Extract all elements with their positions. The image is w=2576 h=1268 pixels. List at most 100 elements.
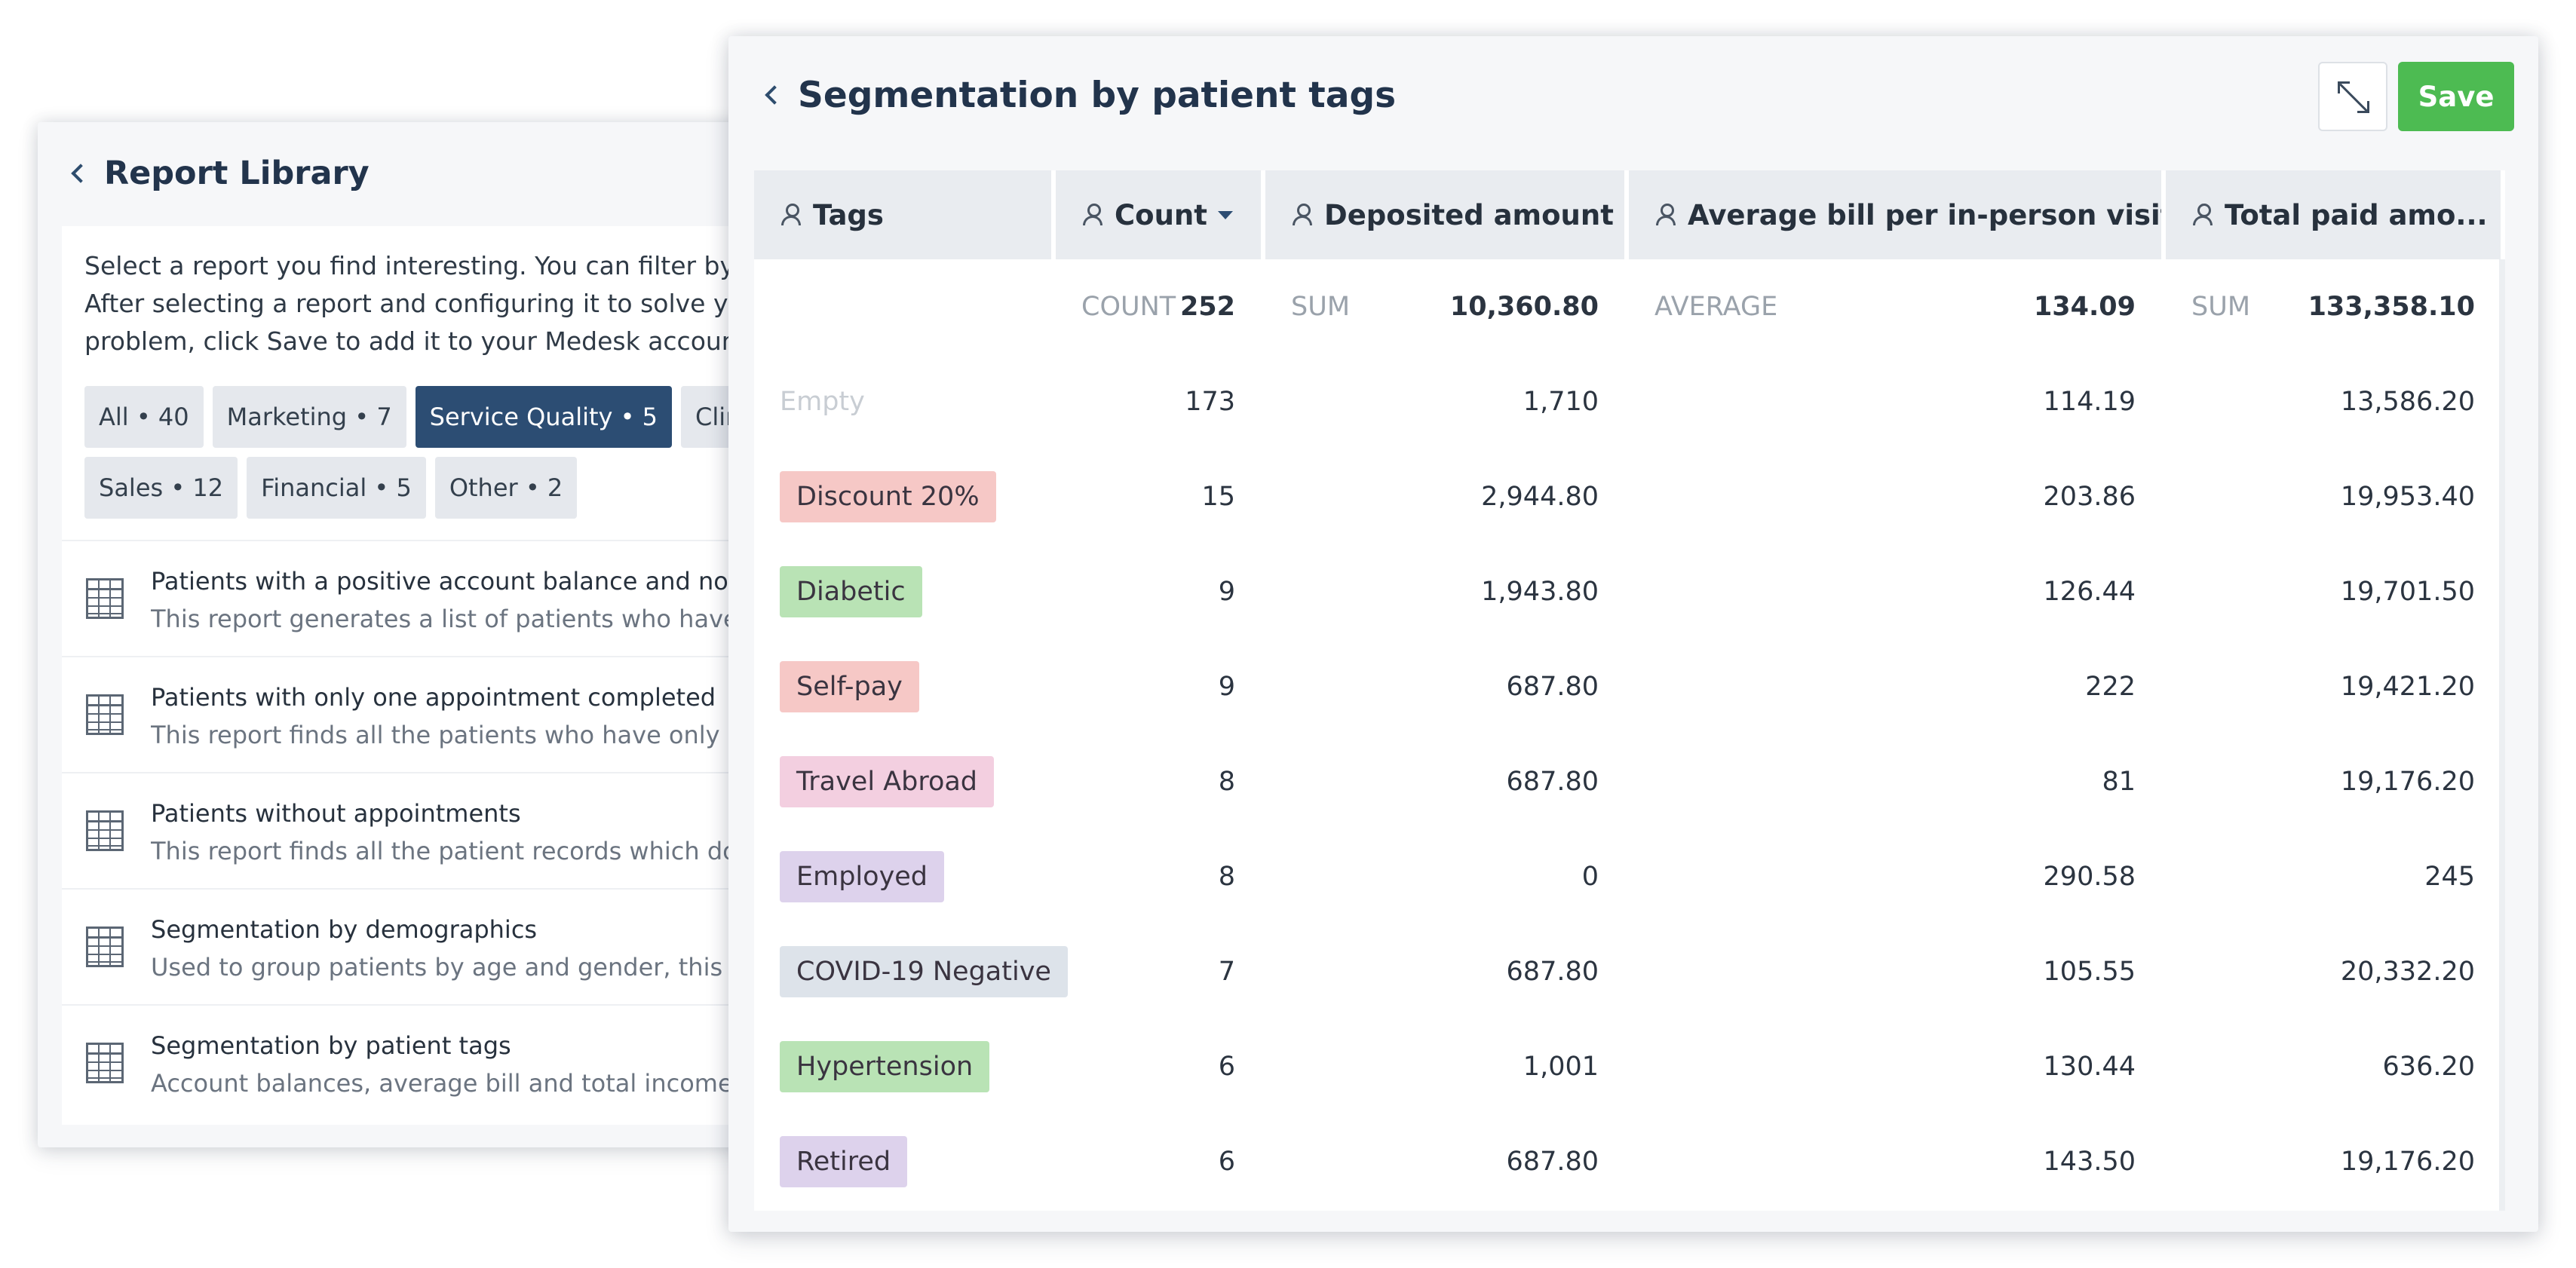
- total-paid-value: 13,586.20: [2340, 387, 2475, 417]
- average-bill-value: 222: [2085, 672, 2136, 702]
- user-icon: [1293, 204, 1312, 226]
- report-list-item[interactable]: Patients with a positive account balance…: [62, 540, 792, 656]
- total-paid-cell: 19,176.20: [2166, 1114, 2501, 1209]
- count-value: 8: [1218, 862, 1235, 892]
- report-subtitle: This report finds all the patient record…: [151, 837, 768, 865]
- count-cell: 9: [1056, 639, 1261, 734]
- tag-cell: Empty: [754, 354, 1051, 449]
- report-list-item[interactable]: Patients without appointments This repor…: [62, 772, 792, 888]
- segmentation-table: Tags Count Deposited amount Average bill…: [754, 170, 2505, 1211]
- filter-chip-financial[interactable]: Financial • 5: [247, 457, 426, 519]
- total-paid-value: 19,953.40: [2340, 482, 2475, 512]
- segmentation-title: Segmentation by patient tags: [798, 74, 1397, 116]
- total-paid-cell: 245: [2166, 829, 2501, 924]
- library-header: Report Library: [69, 143, 370, 204]
- report-title: Patients with a positive account balance…: [151, 567, 781, 596]
- description-line: Select a report you find interesting. Yo…: [84, 251, 792, 280]
- back-chevron-icon[interactable]: [765, 85, 784, 105]
- average-bill-cell: 222: [1629, 639, 2161, 734]
- total-paid-value: 20,332.20: [2340, 957, 2475, 987]
- column-header-average-bill[interactable]: Average bill per in-person visit: [1629, 170, 2161, 259]
- column-header-label: Deposited amount: [1324, 198, 1614, 231]
- save-button[interactable]: Save: [2398, 62, 2514, 131]
- count-cell: 6: [1056, 1019, 1261, 1114]
- deposited-cell: 687.80: [1265, 734, 1624, 829]
- aggregate-average: AVERAGE 134.09: [1629, 259, 2161, 354]
- average-bill-value: 105.55: [2043, 957, 2136, 987]
- filter-chip-other[interactable]: Other • 2: [434, 457, 578, 519]
- column-header-deposited[interactable]: Deposited amount: [1265, 170, 1624, 259]
- count-value: 173: [1185, 387, 1235, 417]
- report-list-item[interactable]: Segmentation by demographics Used to gro…: [62, 888, 792, 1004]
- count-value: 9: [1218, 577, 1235, 607]
- aggregate-value: 134.09: [2033, 292, 2136, 322]
- count-value: 6: [1218, 1147, 1235, 1177]
- aggregate-count: COUNT 252: [1056, 259, 1261, 354]
- report-title: Patients without appointments: [151, 799, 521, 828]
- aggregate-label: SUM: [2191, 292, 2251, 322]
- segmentation-panel: Segmentation by patient tags Save Tags C…: [728, 36, 2538, 1232]
- average-bill-value: 126.44: [2043, 577, 2136, 607]
- table-header: Tags Count Deposited amount Average bill…: [754, 170, 2505, 259]
- back-chevron-icon[interactable]: [71, 164, 90, 183]
- tag-badge: COVID-19 Negative: [780, 946, 1068, 997]
- count-cell: 15: [1056, 449, 1261, 544]
- deposited-cell: 687.80: [1265, 924, 1624, 1019]
- filter-chip-all[interactable]: All • 40: [84, 386, 204, 448]
- expand-button[interactable]: [2318, 62, 2387, 131]
- aggregate-label: COUNT: [1081, 292, 1176, 322]
- column-header-count[interactable]: Count: [1056, 170, 1261, 259]
- tag-cell: Diabetic: [754, 544, 1051, 639]
- aggregate-value: 10,360.80: [1449, 292, 1599, 322]
- total-paid-cell: 19,176.20: [2166, 734, 2501, 829]
- filter-chip-marketing[interactable]: Marketing • 7: [212, 386, 406, 448]
- deposited-value: 687.80: [1506, 672, 1599, 702]
- tag-cell: Self-pay: [754, 639, 1051, 734]
- total-paid-cell: 636.20: [2166, 1019, 2501, 1114]
- report-subtitle: Account balances, average bill and total…: [151, 1069, 779, 1098]
- user-icon: [2193, 204, 2213, 226]
- column-header-label: Total paid amo...: [2225, 198, 2488, 231]
- description-line: After selecting a report and configuring…: [84, 289, 770, 318]
- count-value: 7: [1218, 957, 1235, 987]
- deposited-value: 1,710: [1523, 387, 1599, 417]
- average-bill-cell: 105.55: [1629, 924, 2161, 1019]
- report-title: Segmentation by patient tags: [151, 1031, 511, 1060]
- aggregate-deposited: SUM 10,360.80: [1265, 259, 1624, 354]
- total-paid-value: 245: [2424, 862, 2475, 892]
- user-icon: [1656, 204, 1676, 226]
- count-value: 15: [1201, 482, 1235, 512]
- filter-chip-sales[interactable]: Sales • 12: [84, 457, 238, 519]
- count-cell: 173: [1056, 354, 1261, 449]
- deposited-cell: 1,943.80: [1265, 544, 1624, 639]
- report-subtitle: Used to group patients by age and gender…: [151, 953, 777, 982]
- report-list-item[interactable]: Patients with only one appointment compl…: [62, 656, 792, 772]
- filter-chip-service-quality[interactable]: Service Quality • 5: [415, 386, 673, 448]
- report-table-icon: [86, 926, 124, 967]
- total-paid-value: 19,176.20: [2340, 767, 2475, 797]
- segmentation-header: Segmentation by patient tags: [763, 65, 1396, 125]
- count-cell: 8: [1056, 734, 1261, 829]
- column-header-label: Tags: [813, 198, 884, 231]
- deposited-cell: 1,001: [1265, 1019, 1624, 1114]
- report-list-item[interactable]: Segmentation by patient tags Account bal…: [62, 1004, 792, 1120]
- average-bill-cell: 81: [1629, 734, 2161, 829]
- column-header-total-paid[interactable]: Total paid amo...: [2166, 170, 2501, 259]
- user-icon: [1083, 204, 1102, 226]
- library-body: Select a report you find interesting. Yo…: [62, 226, 792, 1125]
- total-paid-cell: 13,586.20: [2166, 354, 2501, 449]
- sort-desc-icon: [1217, 210, 1233, 219]
- column-header-tags[interactable]: Tags: [754, 170, 1051, 259]
- report-table-icon: [86, 694, 124, 735]
- report-title: Segmentation by demographics: [151, 915, 538, 944]
- deposited-value: 687.80: [1506, 1147, 1599, 1177]
- count-value: 6: [1218, 1052, 1235, 1082]
- tag-empty-label: Empty: [780, 387, 865, 417]
- table-scrollbar[interactable]: [2499, 259, 2505, 1211]
- user-icon: [781, 204, 801, 226]
- average-bill-value: 81: [2102, 767, 2136, 797]
- aggregate-cell-empty: [754, 259, 1051, 354]
- count-cell: 9: [1056, 544, 1261, 639]
- deposited-value: 1,943.80: [1481, 577, 1599, 607]
- column-header-label: Average bill per in-person visit: [1688, 198, 2161, 231]
